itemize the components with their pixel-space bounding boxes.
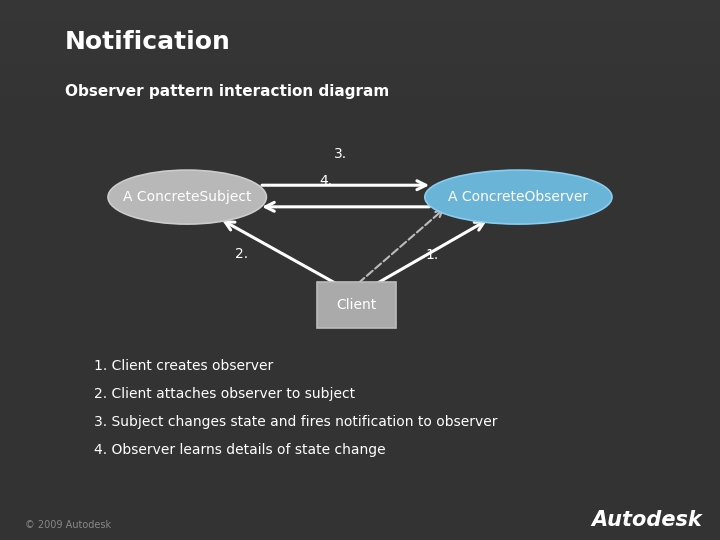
Text: 1. Client creates observer: 1. Client creates observer: [94, 359, 273, 373]
Text: Observer pattern interaction diagram: Observer pattern interaction diagram: [65, 84, 389, 99]
Text: A ConcreteObserver: A ConcreteObserver: [449, 190, 588, 204]
FancyBboxPatch shape: [317, 282, 396, 328]
Text: A ConcreteSubject: A ConcreteSubject: [123, 190, 251, 204]
Ellipse shape: [108, 170, 266, 224]
Text: 3.: 3.: [334, 147, 347, 161]
Text: Client: Client: [336, 298, 377, 312]
Text: Autodesk: Autodesk: [591, 510, 702, 530]
Ellipse shape: [425, 170, 612, 224]
Text: © 2009 Autodesk: © 2009 Autodesk: [25, 520, 112, 530]
Text: 4. Observer learns details of state change: 4. Observer learns details of state chan…: [94, 443, 385, 457]
Text: Notification: Notification: [65, 30, 230, 53]
Text: 2.: 2.: [235, 247, 248, 261]
Text: 3. Subject changes state and fires notification to observer: 3. Subject changes state and fires notif…: [94, 415, 497, 429]
Text: 4.: 4.: [320, 174, 333, 188]
Text: 1.: 1.: [426, 248, 438, 262]
Text: 2. Client attaches observer to subject: 2. Client attaches observer to subject: [94, 387, 355, 401]
